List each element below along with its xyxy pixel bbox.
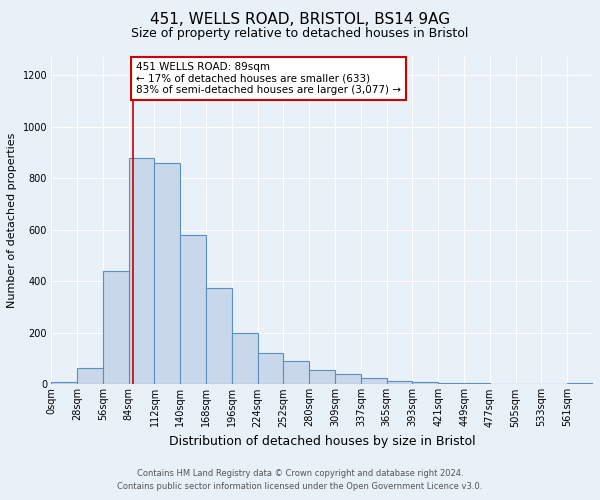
Bar [257,354,283,384]
Bar [154,162,180,384]
Bar [567,383,593,384]
Text: 451 WELLS ROAD: 89sqm
← 17% of detached houses are smaller (633)
83% of semi-det: 451 WELLS ROAD: 89sqm ← 17% of detached … [136,62,401,95]
Text: Contains public sector information licensed under the Open Government Licence v3: Contains public sector information licen… [118,482,482,491]
Bar [103,271,128,384]
X-axis label: Distribution of detached houses by size in Bristol: Distribution of detached houses by size … [169,435,475,448]
Bar [335,374,361,384]
Bar [361,378,386,384]
Bar [386,381,412,384]
Bar [309,370,335,384]
Bar [438,383,464,384]
Bar [412,382,438,384]
Bar [283,361,309,384]
Bar [128,158,154,384]
Bar [232,333,257,384]
Bar [464,383,490,384]
Text: Contains HM Land Registry data © Crown copyright and database right 2024.: Contains HM Land Registry data © Crown c… [137,468,463,477]
Bar [180,235,206,384]
Text: 451, WELLS ROAD, BRISTOL, BS14 9AG: 451, WELLS ROAD, BRISTOL, BS14 9AG [150,12,450,28]
Bar [206,288,232,384]
Y-axis label: Number of detached properties: Number of detached properties [7,133,17,308]
Text: Size of property relative to detached houses in Bristol: Size of property relative to detached ho… [131,28,469,40]
Bar [51,382,77,384]
Bar [77,368,103,384]
